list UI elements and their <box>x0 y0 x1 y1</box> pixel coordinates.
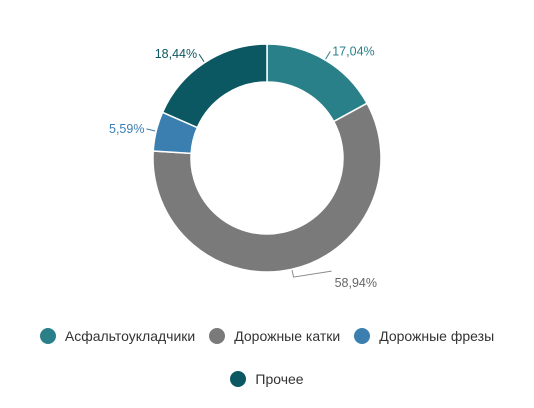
slice-road-rollers[interactable] <box>152 102 382 273</box>
data-label-asphalt-pavers: 17,04% <box>332 44 374 58</box>
legend-item-asphalt-pavers[interactable]: Асфальтоукладчики <box>39 328 196 344</box>
legend-label-asphalt-pavers: Асфальтоукладчики <box>64 328 196 344</box>
data-label-road-mills: 5,59% <box>109 122 144 136</box>
data-label-road-rollers: 58,94% <box>335 276 377 290</box>
legend-row-2: Прочее <box>0 365 534 393</box>
slice-other[interactable] <box>161 43 268 129</box>
legend-row-1: Асфальтоукладчики Дорожные катки Дорожны… <box>0 322 534 350</box>
chart-label-leaders <box>146 51 332 278</box>
leader-line-road-rollers <box>291 270 332 278</box>
chart-data-labels: 17,04% 58,94% 5,59% 18,44% <box>109 44 377 290</box>
data-label-other: 18,44% <box>155 47 197 61</box>
leader-line-other <box>198 53 205 63</box>
legend-marker-other <box>230 371 247 387</box>
legend-marker-asphalt-pavers <box>39 328 56 344</box>
chart-slices <box>152 43 382 273</box>
chart-legend: Асфальтоукладчики Дорожные катки Дорожны… <box>0 322 534 408</box>
legend-label-road-rollers: Дорожные катки <box>234 328 341 344</box>
legend-item-road-mills[interactable]: Дорожные фрезы <box>354 328 494 344</box>
leader-line-road-mills <box>146 128 156 132</box>
donut-chart: 17,04% 58,94% 5,59% 18,44% <box>109 43 382 290</box>
legend-marker-road-mills <box>354 328 371 344</box>
legend-marker-road-rollers <box>209 328 226 344</box>
legend-label-road-mills: Дорожные фрезы <box>379 328 495 344</box>
legend-item-other[interactable]: Прочее <box>230 371 304 387</box>
legend-item-road-rollers[interactable]: Дорожные катки <box>209 328 340 344</box>
leader-line-asphalt-pavers <box>325 51 331 60</box>
legend-label-other: Прочее <box>255 371 304 387</box>
